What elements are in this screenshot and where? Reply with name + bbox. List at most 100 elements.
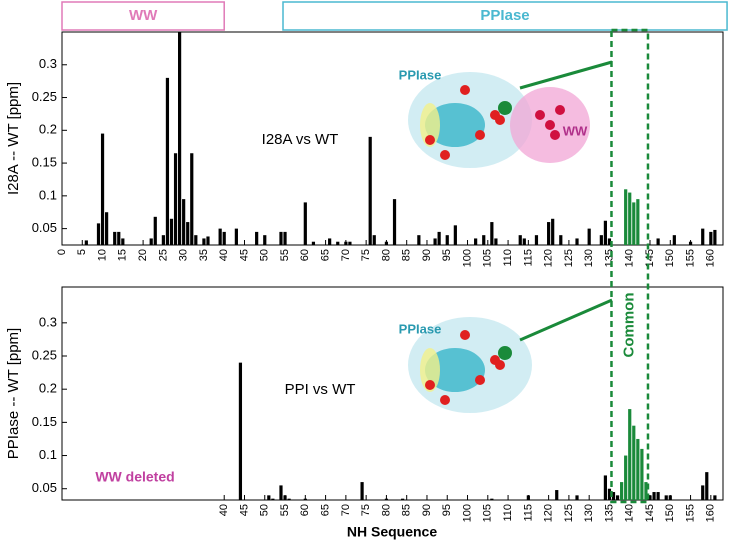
bar bbox=[271, 498, 275, 500]
bar bbox=[494, 238, 498, 245]
bar bbox=[263, 235, 267, 245]
x-tick-label: 60 bbox=[299, 249, 311, 261]
y-tick-label: 0.15 bbox=[32, 414, 57, 429]
bar bbox=[644, 482, 648, 500]
y-tick-label: 0.15 bbox=[32, 155, 57, 170]
domain-label: WW bbox=[129, 7, 158, 24]
domain-box bbox=[282, 1, 728, 31]
x-tick-label: 35 bbox=[198, 249, 210, 261]
bar bbox=[328, 238, 332, 245]
bar bbox=[713, 495, 717, 500]
annotation: WW deleted bbox=[95, 469, 174, 485]
bar bbox=[624, 189, 628, 245]
bar bbox=[202, 238, 206, 245]
common-label: Common bbox=[621, 293, 638, 358]
bar bbox=[222, 231, 226, 245]
x-tick-label: 115 bbox=[522, 504, 534, 522]
x-tick-label: 45 bbox=[238, 504, 250, 516]
x-tick-label: 40 bbox=[218, 504, 230, 516]
bar bbox=[218, 228, 222, 245]
y-tick-label: 0.05 bbox=[32, 220, 57, 235]
x-tick-label: 90 bbox=[421, 249, 433, 261]
bar bbox=[490, 498, 494, 500]
bar bbox=[100, 133, 105, 245]
annotation: PPIase bbox=[399, 67, 442, 82]
residue-sphere bbox=[555, 105, 565, 115]
protein-sheet bbox=[420, 348, 440, 392]
arrow bbox=[519, 298, 613, 342]
x-tick-label: 115 bbox=[522, 249, 534, 267]
bar bbox=[392, 199, 397, 245]
bar bbox=[518, 235, 522, 245]
bar bbox=[713, 229, 717, 245]
bar bbox=[628, 409, 632, 500]
bar bbox=[701, 485, 705, 500]
bar bbox=[632, 425, 636, 500]
bar bbox=[668, 495, 672, 500]
x-tick-label: 135 bbox=[603, 249, 615, 267]
bar bbox=[96, 223, 101, 245]
residue-sphere bbox=[425, 135, 435, 145]
bar bbox=[368, 136, 372, 245]
bar bbox=[372, 235, 376, 245]
x-tick-label: 95 bbox=[441, 504, 453, 516]
bar bbox=[336, 241, 340, 245]
bar bbox=[283, 495, 287, 500]
residue-sphere bbox=[495, 360, 505, 370]
bar bbox=[482, 235, 486, 245]
y-tick-label: 0.25 bbox=[32, 347, 57, 362]
x-tick-label: 160 bbox=[705, 249, 717, 267]
bar bbox=[117, 231, 121, 245]
protein-helix bbox=[425, 103, 485, 147]
x-tick-label: 110 bbox=[502, 504, 514, 522]
bar bbox=[547, 222, 551, 245]
bar bbox=[575, 238, 579, 245]
bar bbox=[113, 231, 117, 245]
x-tick-label: 70 bbox=[340, 249, 352, 261]
bar bbox=[105, 212, 109, 245]
x-tick-label: 145 bbox=[644, 249, 656, 267]
x-tick-label: 100 bbox=[461, 249, 473, 267]
bar bbox=[620, 482, 624, 500]
bar bbox=[705, 472, 709, 500]
bar bbox=[234, 228, 238, 245]
x-tick-label: 75 bbox=[360, 249, 372, 261]
domain-label: PPIase bbox=[480, 7, 529, 24]
bar bbox=[190, 153, 194, 245]
x-tick-label: 50 bbox=[259, 504, 271, 516]
bar bbox=[632, 202, 636, 245]
bar bbox=[267, 495, 271, 500]
bar bbox=[238, 362, 243, 500]
y-tick-label: 0.3 bbox=[39, 314, 57, 329]
annotation: WW bbox=[563, 123, 588, 138]
residue-sphere bbox=[440, 150, 450, 160]
residue-sphere bbox=[475, 375, 485, 385]
x-tick-label: 75 bbox=[360, 504, 372, 516]
bar bbox=[417, 235, 421, 245]
bar bbox=[287, 498, 291, 500]
x-tick-label: 95 bbox=[441, 249, 453, 261]
residue-sphere bbox=[440, 395, 450, 405]
domain-box bbox=[61, 1, 225, 31]
bar bbox=[575, 495, 579, 500]
bar bbox=[303, 498, 307, 500]
bar bbox=[624, 455, 628, 500]
plot-frame bbox=[61, 286, 724, 501]
protein-inset bbox=[408, 72, 590, 168]
x-tick-label: 0 bbox=[56, 249, 68, 255]
bar bbox=[490, 222, 494, 245]
residue-sphere bbox=[535, 110, 545, 120]
x-tick-label: 5 bbox=[76, 249, 88, 255]
x-tick-label: 60 bbox=[299, 504, 311, 516]
bar bbox=[603, 220, 607, 245]
x-tick-label: 155 bbox=[684, 504, 696, 522]
x-tick-label: 140 bbox=[624, 249, 636, 267]
y-tick-label: 0.1 bbox=[39, 187, 57, 202]
bar bbox=[555, 490, 559, 500]
x-tick-label: 145 bbox=[644, 504, 656, 522]
bar bbox=[628, 192, 632, 245]
bar bbox=[194, 235, 198, 245]
y-axis-label: PPIase -- WT [ppm] bbox=[5, 328, 22, 459]
residue-sphere bbox=[475, 130, 485, 140]
